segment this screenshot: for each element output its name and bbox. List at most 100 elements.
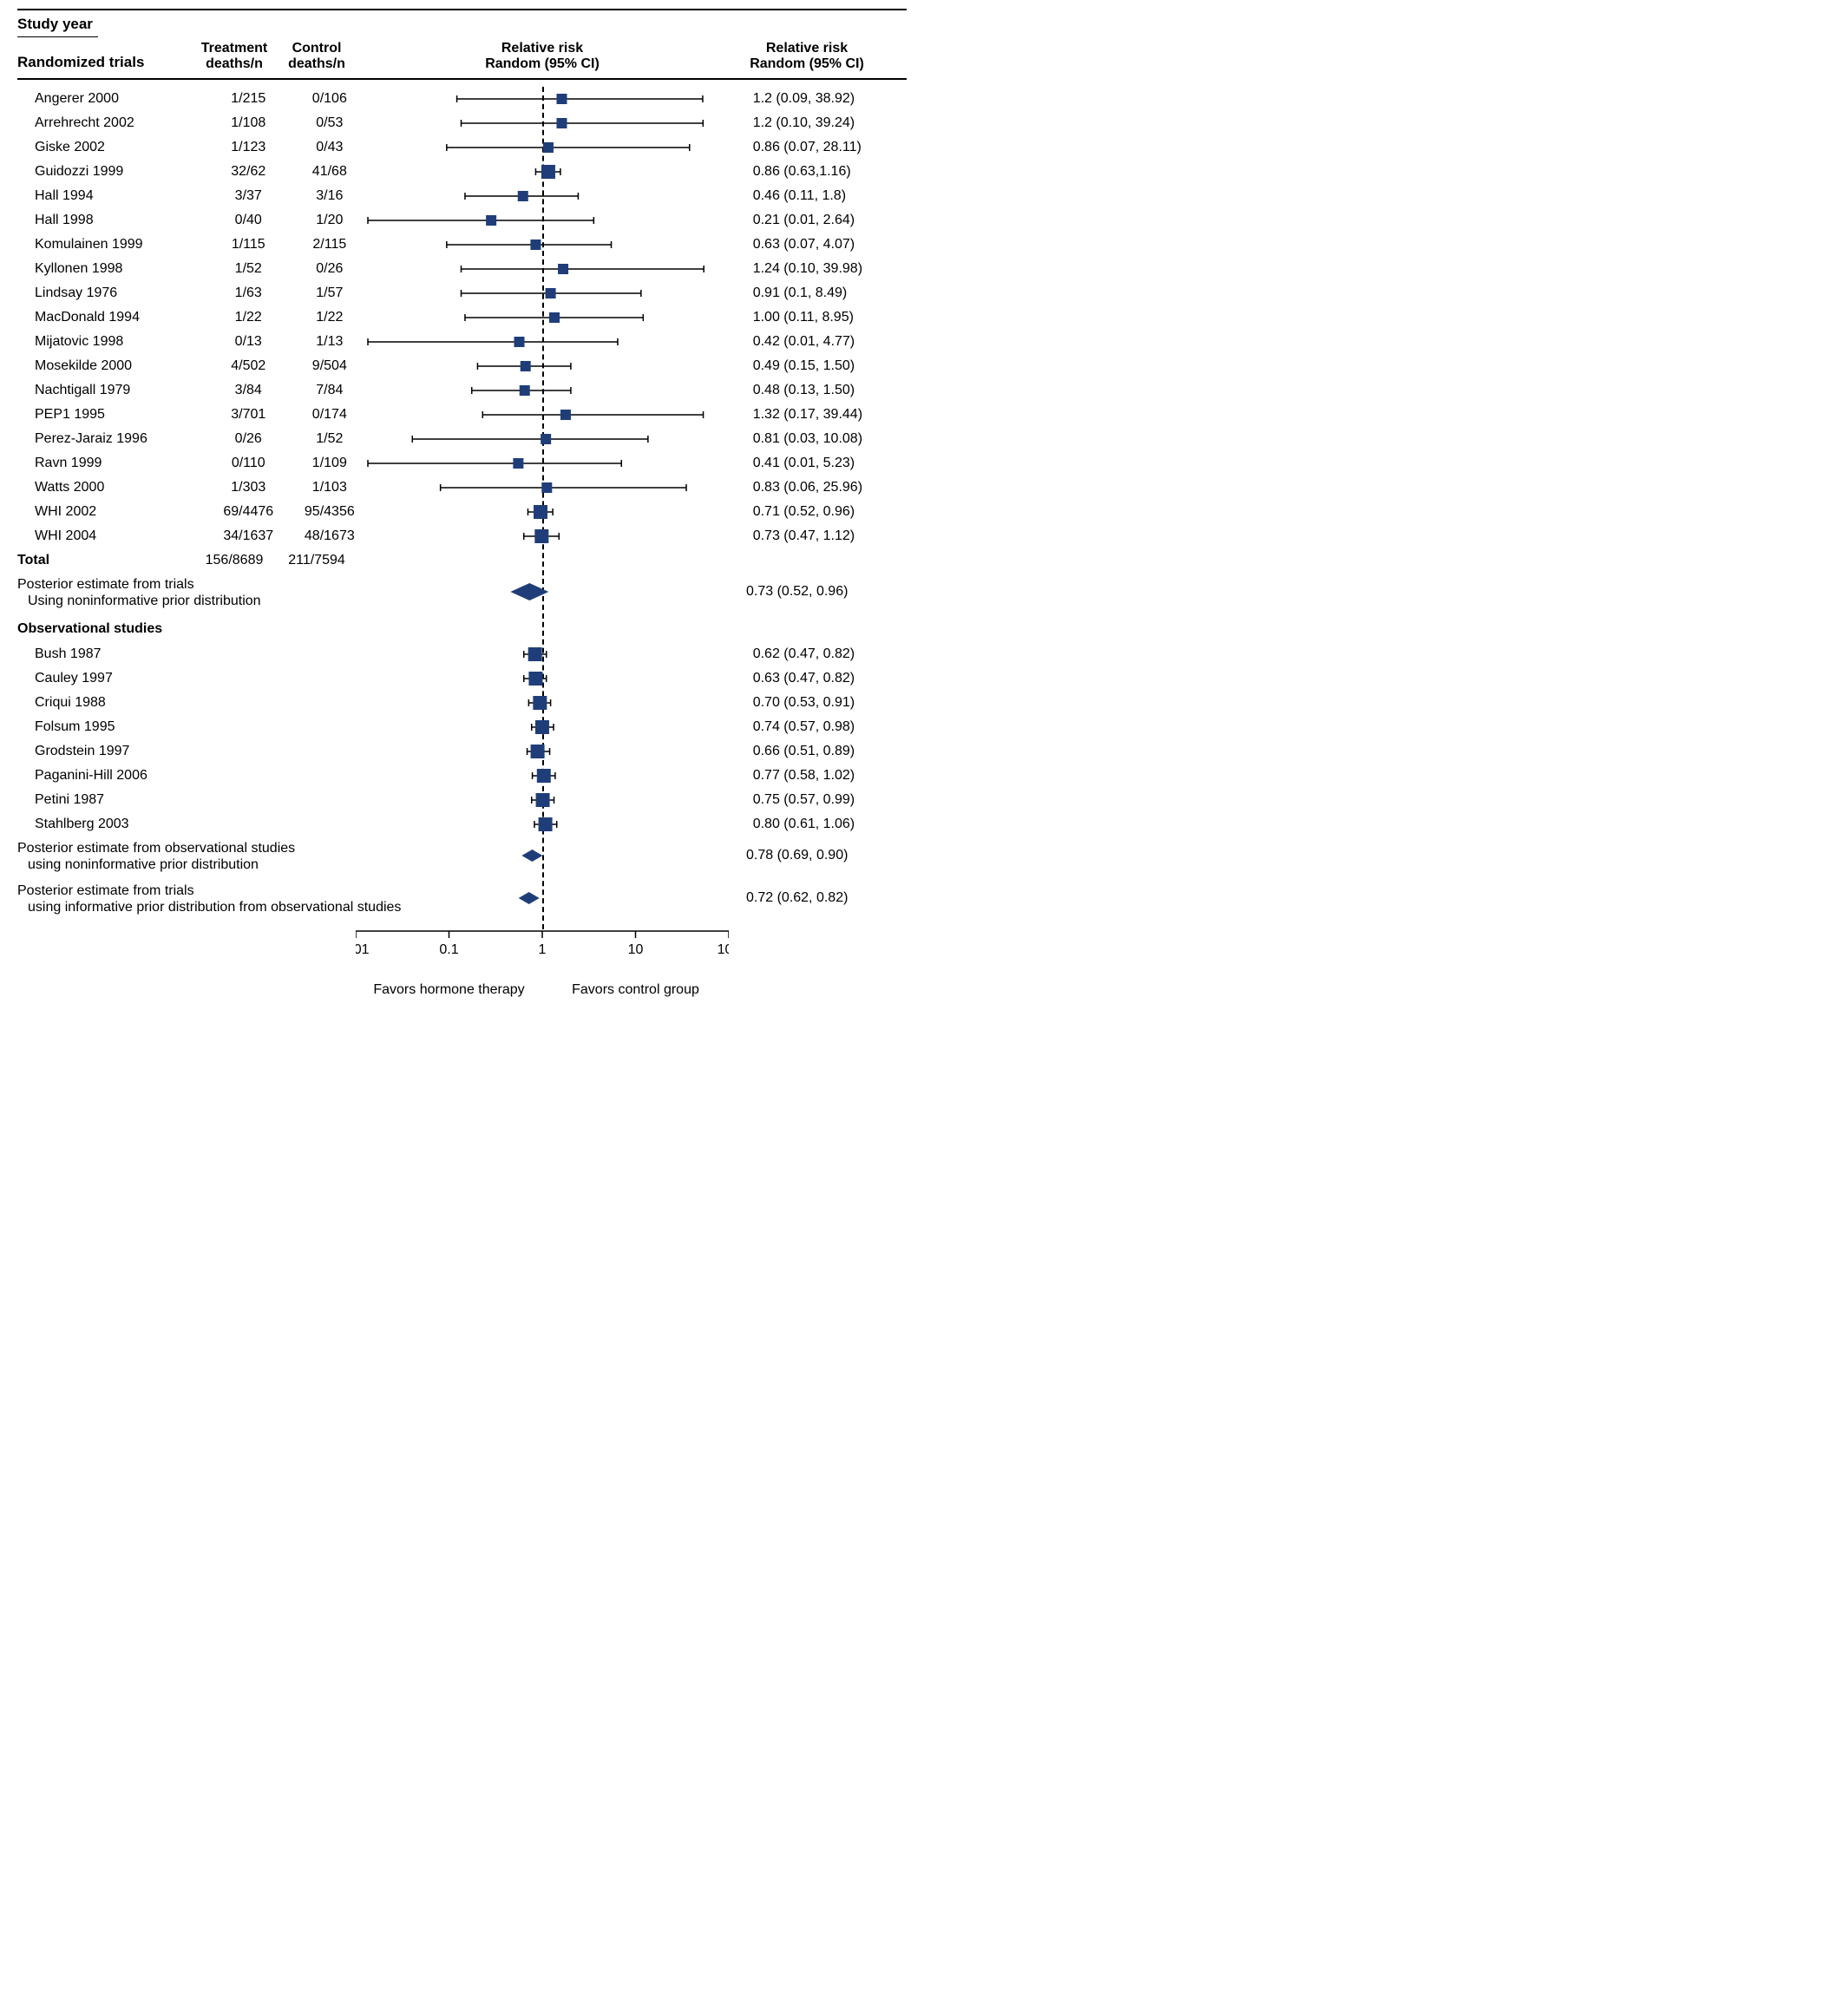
study-row: Arrehrecht 20021/1080/531.2 (0.10, 39.24… bbox=[17, 111, 907, 135]
study-name: Perez-Jaraiz 1996 bbox=[17, 431, 206, 447]
forest-cell bbox=[368, 764, 736, 788]
control-deaths: 1/109 bbox=[292, 456, 369, 471]
forest-cell bbox=[368, 427, 736, 451]
study-name: Giske 2002 bbox=[17, 140, 206, 155]
study-row: PEP1 19953/7010/1741.32 (0.17, 39.44) bbox=[17, 403, 907, 427]
control-deaths: 7/84 bbox=[292, 383, 369, 398]
study-row: Guidozzi 199932/6241/680.86 (0.63,1.16) bbox=[17, 160, 907, 184]
treatment-deaths: 1/123 bbox=[206, 140, 292, 155]
forest-cell bbox=[368, 739, 736, 764]
rr-value: 1.2 (0.10, 39.24) bbox=[736, 115, 907, 131]
study-name: Petini 1987 bbox=[17, 792, 206, 808]
rr-value: 0.86 (0.07, 28.11) bbox=[736, 140, 907, 155]
plot-area: Angerer 20001/2150/1061.2 (0.09, 38.92)A… bbox=[17, 80, 907, 926]
study-name: Komulainen 1999 bbox=[17, 237, 206, 253]
study-name: Paganini-Hill 2006 bbox=[17, 768, 206, 784]
study-row: Angerer 20001/2150/1061.2 (0.09, 38.92) bbox=[17, 87, 907, 111]
study-name: Lindsay 1976 bbox=[17, 285, 206, 301]
study-row: Stahlberg 20030.80 (0.61, 1.06) bbox=[17, 812, 907, 836]
rr-value: 0.74 (0.57, 0.98) bbox=[736, 719, 907, 735]
total-row: Total156/8689211/7594 bbox=[17, 548, 907, 573]
study-name: Angerer 2000 bbox=[17, 91, 206, 107]
control-deaths: 0/174 bbox=[292, 407, 369, 423]
favors-left-label: Favors hormone therapy bbox=[356, 982, 542, 998]
top-rule bbox=[17, 9, 907, 10]
study-name: Mosekilde 2000 bbox=[17, 358, 206, 374]
treatment-deaths: 32/62 bbox=[206, 164, 292, 180]
forest-cell bbox=[503, 838, 729, 873]
forest-cell bbox=[368, 666, 736, 691]
rr-value: 1.32 (0.17, 39.44) bbox=[736, 407, 907, 423]
forest-cell bbox=[503, 881, 729, 915]
forest-cell bbox=[368, 135, 736, 160]
study-name: Hall 1998 bbox=[17, 213, 206, 228]
study-row: Cauley 19970.63 (0.47, 0.82) bbox=[17, 666, 907, 691]
treatment-deaths: 34/1637 bbox=[206, 528, 292, 544]
x-axis: 0.010.1110100 bbox=[17, 926, 907, 970]
col-header-control: Controldeaths/n bbox=[278, 41, 356, 73]
obs-header-row: Observational studies bbox=[17, 616, 907, 642]
rr-value: 0.91 (0.1, 8.49) bbox=[736, 285, 907, 301]
treatment-deaths: 4/502 bbox=[206, 358, 292, 374]
forest-cell bbox=[368, 184, 736, 208]
col-header-treatment: Treatmentdeaths/n bbox=[191, 41, 278, 73]
study-row: Nachtigall 19793/847/840.48 (0.13, 1.50) bbox=[17, 378, 907, 403]
forest-cell bbox=[368, 305, 736, 330]
control-deaths: 1/20 bbox=[292, 213, 369, 228]
study-name: Folsum 1995 bbox=[17, 719, 206, 735]
control-deaths: 9/504 bbox=[292, 358, 369, 374]
study-row: Mijatovic 19980/131/130.42 (0.01, 4.77) bbox=[17, 330, 907, 354]
study-row: Criqui 1988 0.70 (0.53, 0.91) bbox=[17, 691, 907, 715]
study-name: Watts 2000 bbox=[17, 480, 206, 495]
study-row: Folsum 1995 0.74 (0.57, 0.98) bbox=[17, 715, 907, 739]
study-row: Ravn 19990/1101/1090.41 (0.01, 5.23) bbox=[17, 451, 907, 476]
col-header-trials: Randomized trials bbox=[17, 54, 191, 73]
rr-value: 0.73 (0.47, 1.12) bbox=[736, 528, 907, 544]
forest-cell bbox=[368, 257, 736, 281]
treatment-deaths: 0/13 bbox=[206, 334, 292, 350]
control-deaths: 1/13 bbox=[292, 334, 369, 350]
forest-cell bbox=[368, 330, 736, 354]
treatment-deaths: 3/37 bbox=[206, 188, 292, 204]
forest-cell bbox=[368, 451, 736, 476]
study-name: Mijatovic 1998 bbox=[17, 334, 206, 350]
rr-value: 0.70 (0.53, 0.91) bbox=[736, 695, 907, 711]
study-row: Perez-Jaraiz 19960/261/520.81 (0.03, 10.… bbox=[17, 427, 907, 451]
forest-cell bbox=[368, 788, 736, 812]
rr-value: 0.63 (0.07, 4.07) bbox=[736, 237, 907, 253]
forest-cell bbox=[368, 208, 736, 233]
column-headers: Randomized trials Treatmentdeaths/n Cont… bbox=[17, 37, 907, 80]
treatment-deaths: 0/40 bbox=[206, 213, 292, 228]
forest-cell bbox=[368, 378, 736, 403]
study-name: Grodstein 1997 bbox=[17, 744, 206, 759]
forest-cell bbox=[368, 715, 736, 739]
col-header-rr-plot: Relative riskRandom (95% CI) bbox=[356, 41, 729, 73]
forest-cell bbox=[368, 403, 736, 427]
forest-cell bbox=[368, 812, 736, 836]
study-name: Ravn 1999 bbox=[17, 456, 206, 471]
treatment-deaths: 1/108 bbox=[206, 115, 292, 131]
study-name: Arrehrecht 2002 bbox=[17, 115, 206, 131]
rr-value: 0.77 (0.58, 1.02) bbox=[736, 768, 907, 784]
study-row: Kyllonen 19981/520/261.24 (0.10, 39.98) bbox=[17, 257, 907, 281]
posterior-row: Posterior estimate from trialsUsing noni… bbox=[17, 573, 907, 611]
treatment-deaths: 1/63 bbox=[206, 285, 292, 301]
rr-value: 0.73 (0.52, 0.96) bbox=[729, 584, 902, 600]
treatment-deaths: 0/110 bbox=[206, 456, 292, 471]
forest-cell bbox=[503, 574, 729, 609]
rr-value: 0.71 (0.52, 0.96) bbox=[736, 504, 907, 520]
study-row: Mosekilde 20004/5029/5040.49 (0.15, 1.50… bbox=[17, 354, 907, 378]
forest-cell bbox=[368, 354, 736, 378]
forest-cell bbox=[368, 87, 736, 111]
control-deaths: 48/1673 bbox=[292, 528, 369, 544]
rr-value: 0.46 (0.11, 1.8) bbox=[736, 188, 907, 204]
treatment-deaths: 0/26 bbox=[206, 431, 292, 447]
study-name: Cauley 1997 bbox=[17, 671, 206, 686]
treatment-deaths: 1/115 bbox=[206, 237, 292, 253]
treatment-deaths: 3/701 bbox=[206, 407, 292, 423]
rr-value: 0.72 (0.62, 0.82) bbox=[729, 890, 902, 906]
study-row: WHI 200269/447695/43560.71 (0.52, 0.96) bbox=[17, 500, 907, 524]
study-name: Criqui 1988 bbox=[17, 695, 206, 711]
axis-tick-label: 100 bbox=[718, 942, 729, 957]
treatment-deaths: 69/4476 bbox=[206, 504, 292, 520]
